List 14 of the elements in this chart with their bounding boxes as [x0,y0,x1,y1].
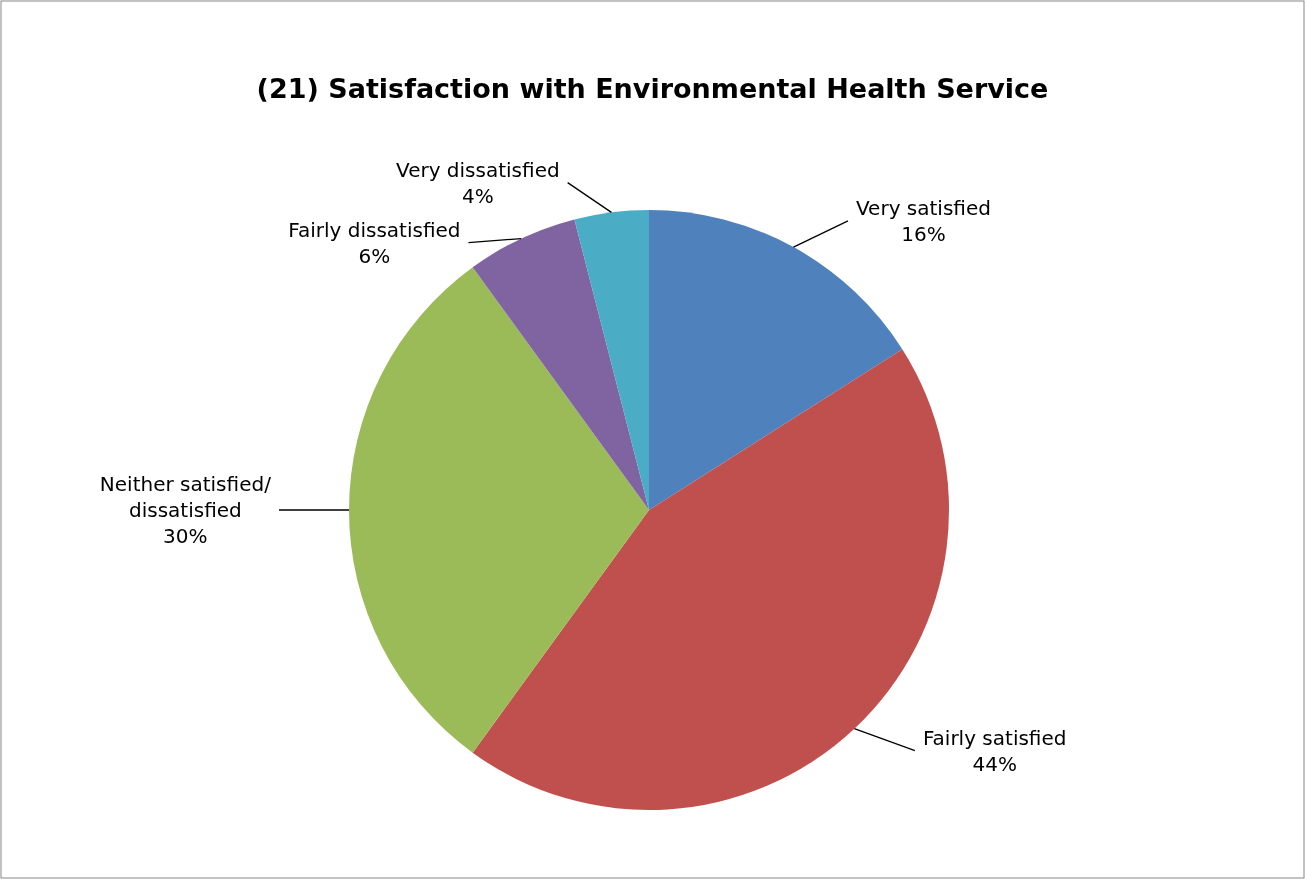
slice-label: Very satisfied [855,195,991,220]
data-label: 44% [972,751,1017,776]
pie-slice [349,267,649,753]
slice-label: Very dissatisfied [396,157,560,182]
pie-slice [472,219,649,510]
chart-title: (21) Satisfaction with Environmental Health Service [256,73,1049,104]
pie-slice [574,210,649,510]
slice-label: Fairly satisfied [922,725,1067,750]
slice-label: Fairly dissatisfied [288,217,461,242]
data-label: 30% [163,524,208,548]
data-label: 6% [358,243,391,268]
data-label: 4% [461,183,494,208]
data-label: 16% [901,221,946,246]
slice-label: Neither satisfied/dissatisfied [99,472,272,522]
